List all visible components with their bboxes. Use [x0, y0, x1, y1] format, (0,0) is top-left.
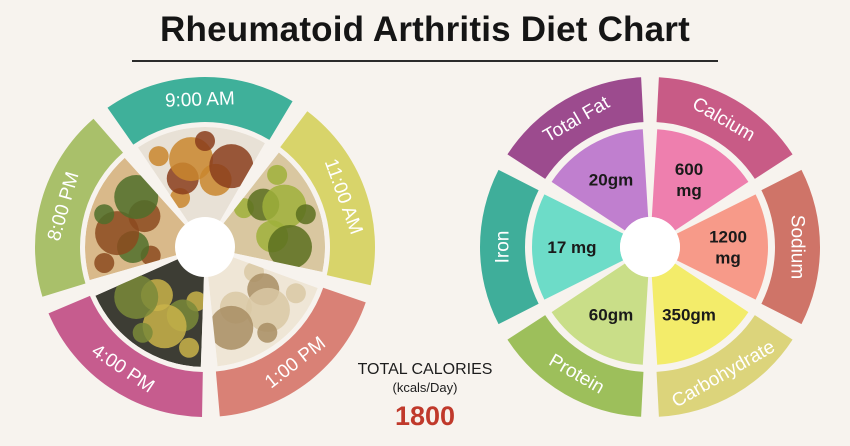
total-calories-unit: (kcals/Day)	[392, 380, 458, 395]
nutrient-value: 1200 mg	[709, 228, 747, 268]
nutrient-label: Iron	[493, 231, 514, 264]
nutrient-value: 350gm	[662, 306, 716, 325]
meal-time-label: 9:00 AM	[165, 88, 235, 111]
nutrient-value: 600 mg	[675, 160, 703, 200]
nutrient-ring-segment	[507, 315, 644, 417]
meal-time-segment	[280, 111, 375, 286]
nutrient-wheel: Total Fat CalciumSodiumCarbohydrateProtei…	[480, 77, 820, 417]
idli-sambar-image	[137, 127, 265, 247]
nutrient-ring-segment	[761, 169, 820, 325]
nutrient-ring-segment	[656, 77, 793, 179]
nutrient-value-segment	[551, 129, 649, 231]
pears-image	[205, 152, 325, 272]
nutrient-value-segment	[651, 263, 749, 365]
nutrient-ring-segment	[656, 315, 793, 417]
title-underline	[132, 60, 718, 62]
brown-rice-image	[205, 247, 318, 367]
meal-time-segment	[35, 118, 123, 297]
nutrient-value-segment	[551, 263, 649, 365]
total-calories-label: TOTAL CALORIES	[357, 361, 493, 378]
nutrient-value-segment	[651, 129, 749, 231]
roti-vegetable-image	[85, 157, 205, 281]
nutrient-value: 17 mg	[547, 238, 596, 257]
meal-time-segment	[48, 295, 203, 417]
nutrient-value: 60gm	[589, 306, 633, 325]
meal-time-segment	[107, 77, 293, 145]
nutrient-label: Sodium	[787, 215, 808, 279]
nutrient-ring-segment	[507, 77, 644, 179]
meal-time-segment	[215, 287, 366, 417]
nutrient-value: 20gm	[589, 170, 633, 189]
nutrient-value-segment	[676, 194, 768, 300]
total-calories-value: 1800	[394, 401, 456, 431]
green-tea-image	[95, 247, 205, 367]
nutrient-ring-segment	[480, 169, 539, 325]
center-hub	[620, 217, 680, 277]
center-hub	[175, 217, 235, 277]
nutrient-value-segment	[532, 194, 624, 300]
page-title: Rheumatoid Arthritis Diet Chart	[160, 10, 690, 49]
